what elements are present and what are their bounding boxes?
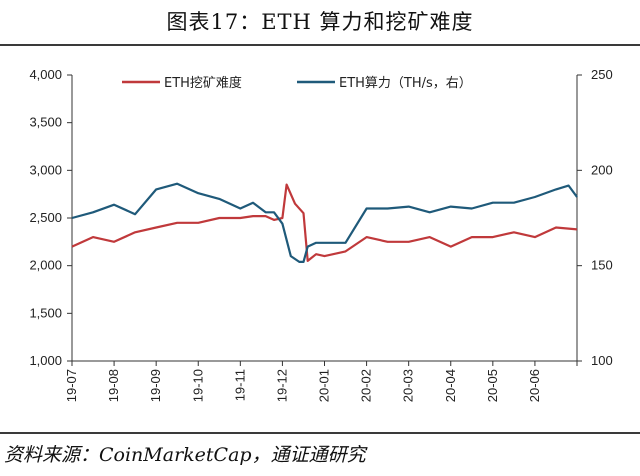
- y-left-tick-label: 3,500: [29, 115, 62, 130]
- y-right-tick-label: 200: [591, 162, 613, 177]
- x-tick-label: 20-04: [443, 369, 458, 402]
- x-tick-label: 20-02: [359, 369, 374, 402]
- x-tick-label: 19-11: [232, 369, 247, 401]
- top-rule: [0, 44, 640, 46]
- x-tick-label: 19-08: [106, 369, 121, 402]
- y-left-tick-label: 2,500: [29, 210, 62, 225]
- source-note: 资料来源：CoinMarketCap，通证通研究: [4, 444, 366, 466]
- x-tick-label: 20-03: [401, 369, 416, 402]
- legend-label-hashrate: ETH算力（TH/s，右）: [339, 76, 472, 91]
- y-right-tick-label: 150: [591, 258, 613, 273]
- y-left-tick-label: 4,000: [29, 67, 62, 82]
- x-tick-label: 19-12: [274, 369, 289, 402]
- y-left-tick-label: 3,000: [29, 162, 62, 177]
- chart-title: 图表17：ETH 算力和挖矿难度: [166, 10, 474, 34]
- y-right-tick-label: 250: [591, 67, 613, 82]
- x-tick-label: 20-05: [485, 369, 500, 402]
- x-tick-label: 19-07: [64, 369, 79, 402]
- x-tick-label: 19-10: [190, 369, 205, 402]
- x-tick-label: 20-06: [527, 369, 542, 402]
- series-line-hashrate: [71, 182, 578, 263]
- x-tick-label: 20-01: [317, 369, 332, 402]
- y-left-tick-label: 2,000: [29, 258, 62, 273]
- y-left-tick-label: 1,000: [29, 353, 62, 368]
- x-tick-label: 19-09: [148, 369, 163, 402]
- bottom-rule: [0, 432, 640, 434]
- series-line-difficulty: [71, 183, 578, 262]
- legend-label-difficulty: ETH挖矿难度: [164, 75, 242, 91]
- y-right-tick-label: 100: [591, 353, 613, 368]
- y-left-tick-label: 1,500: [29, 305, 62, 320]
